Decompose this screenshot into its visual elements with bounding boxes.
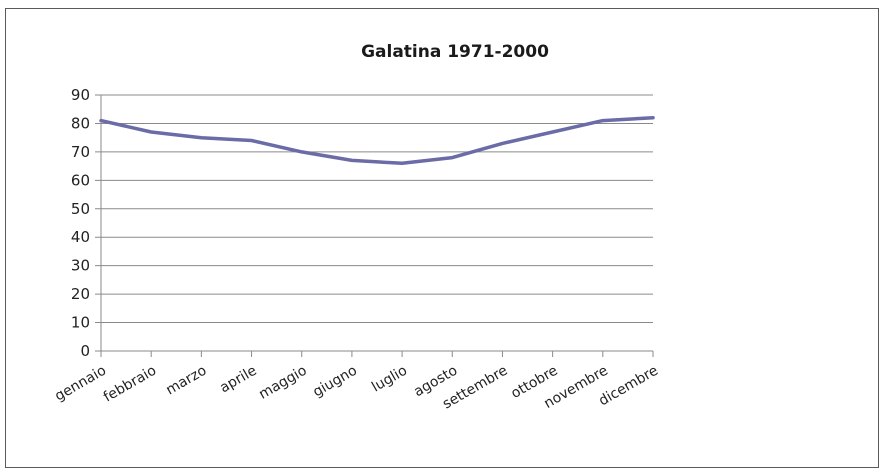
y-axis: 0 10 20 30 40 50 60 70 80 90 bbox=[71, 86, 101, 360]
chart-title: Galatina 1971-2000 bbox=[361, 42, 549, 62]
y-tick-label: 10 bbox=[71, 314, 90, 332]
x-tick-label: febbraio bbox=[101, 363, 159, 406]
x-tick-label: gennaio bbox=[52, 363, 109, 405]
y-tick-label: 30 bbox=[71, 257, 90, 275]
series-group bbox=[101, 118, 653, 164]
x-tick-label: aprile bbox=[217, 363, 259, 397]
x-tick-label: luglio bbox=[369, 363, 410, 396]
y-tick-label: 70 bbox=[71, 143, 90, 161]
y-tick-label: 40 bbox=[71, 228, 90, 246]
y-tick-label: 80 bbox=[71, 114, 90, 132]
x-tick-label: marzo bbox=[163, 363, 209, 399]
chart-svg: Galatina 1971-2000 0 10 20 30 40 50 60 70 80 90 g… bbox=[0, 0, 882, 450]
y-tick-label: 0 bbox=[80, 342, 90, 360]
x-tick-label: giugno bbox=[310, 363, 360, 401]
y-tick-label: 90 bbox=[71, 86, 90, 104]
y-tick-label: 50 bbox=[71, 200, 90, 218]
series-line bbox=[101, 118, 653, 164]
y-tick-label: 60 bbox=[71, 171, 90, 189]
y-tick-label: 20 bbox=[71, 285, 90, 303]
x-tick-label: maggio bbox=[256, 363, 309, 403]
